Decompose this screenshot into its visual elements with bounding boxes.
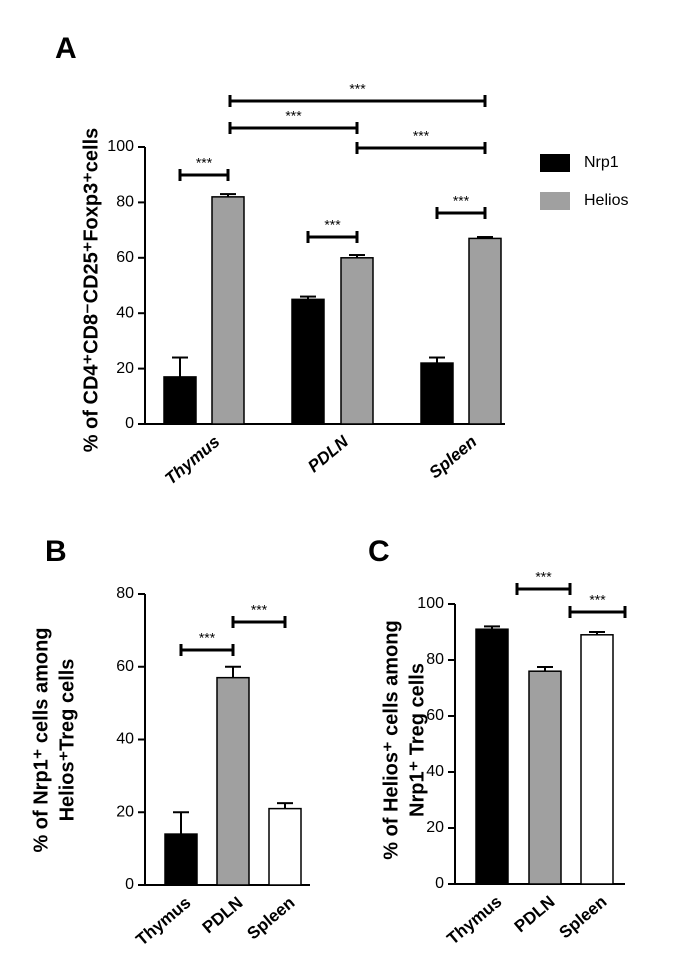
- x-tick-label: Spleen: [244, 893, 299, 943]
- significance-label: ***: [199, 630, 216, 646]
- y-tick-label: 60: [116, 249, 134, 266]
- bar: [216, 676, 250, 886]
- legend-swatch: [540, 192, 570, 210]
- y-axis-label: % of CD4⁺CD8⁻CD25⁺Foxp3⁺cells: [80, 128, 102, 453]
- y-tick-label: 100: [417, 595, 444, 612]
- y-tick-label: 0: [125, 876, 134, 893]
- bar: [340, 257, 374, 425]
- panel-label: B: [45, 535, 67, 568]
- panel-label: C: [368, 535, 390, 568]
- y-tick-label: 20: [116, 360, 134, 377]
- y-tick-label: 40: [426, 763, 444, 780]
- y-tick-label: 20: [426, 819, 444, 836]
- bar: [211, 196, 245, 425]
- bar: [291, 298, 325, 425]
- legend-label: Helios: [584, 192, 628, 209]
- bar: [163, 376, 197, 425]
- bar: [528, 670, 562, 885]
- bar: [268, 807, 302, 886]
- y-tick-label: 60: [426, 707, 444, 724]
- x-tick-label: Thymus: [443, 892, 505, 948]
- significance-label: ***: [535, 569, 552, 585]
- y-tick-label: 20: [116, 803, 134, 820]
- x-tick-label: Spleen: [556, 892, 611, 942]
- bar: [475, 628, 509, 885]
- y-tick-label: 0: [435, 875, 444, 892]
- x-tick-label: PDLN: [199, 893, 247, 937]
- panel-label: A: [55, 32, 77, 65]
- x-tick-label: Thymus: [161, 432, 223, 488]
- y-axis-label: Helios⁺Treg cells: [56, 659, 78, 822]
- significance-label: ***: [251, 602, 268, 618]
- bar: [468, 237, 502, 425]
- bar: [164, 833, 198, 886]
- legend-swatch: [540, 154, 570, 172]
- significance-label: ***: [453, 193, 470, 209]
- legend-label: Nrp1: [584, 154, 619, 171]
- bar: [580, 634, 614, 885]
- bar: [420, 362, 454, 425]
- x-tick-label: PDLN: [511, 892, 559, 936]
- y-tick-label: 60: [116, 658, 134, 675]
- y-tick-label: 0: [125, 415, 134, 432]
- y-tick-label: 100: [107, 138, 134, 155]
- y-tick-label: 80: [116, 194, 134, 211]
- y-tick-label: 80: [116, 585, 134, 602]
- x-tick-label: Spleen: [426, 432, 481, 482]
- y-axis-label: Nrp1⁺ Treg cells: [406, 663, 428, 817]
- y-tick-label: 80: [426, 651, 444, 668]
- significance-label: ***: [324, 217, 341, 233]
- x-tick-label: Thymus: [132, 893, 194, 949]
- y-tick-label: 40: [116, 731, 134, 748]
- x-tick-label: PDLN: [304, 431, 352, 476]
- y-axis-label: % of Helios⁺ cells among: [380, 620, 402, 860]
- significance-label: ***: [349, 81, 366, 97]
- y-tick-label: 40: [116, 304, 134, 321]
- y-axis-label: % of Nrp1⁺ cells among: [30, 627, 52, 852]
- significance-label: ***: [196, 155, 213, 171]
- significance-label: ***: [413, 128, 430, 144]
- significance-label: ***: [589, 592, 606, 608]
- significance-label: ***: [285, 108, 302, 124]
